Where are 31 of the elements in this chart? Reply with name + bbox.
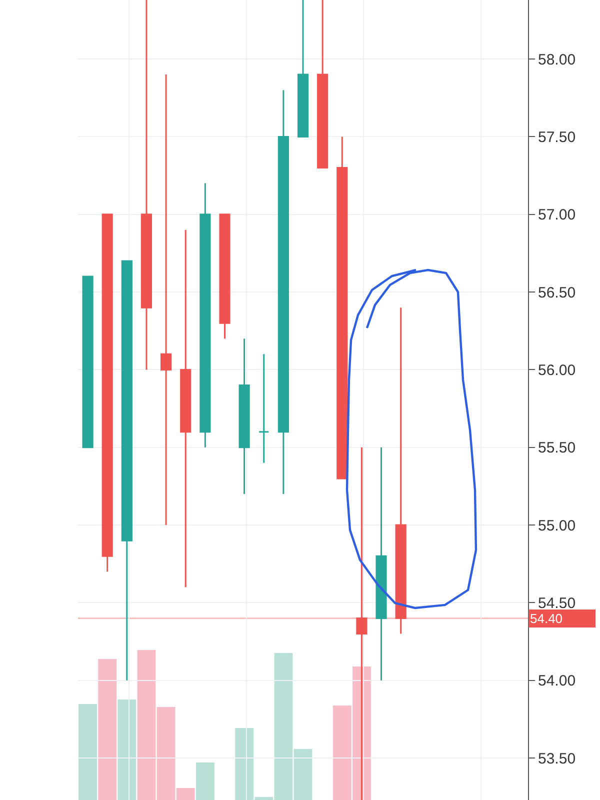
candlestick — [200, 182, 211, 448]
ref-line-label: 54.40 — [530, 611, 563, 626]
candlestick — [258, 353, 270, 464]
candlestick — [160, 74, 172, 526]
candlestick — [336, 136, 348, 480]
candlestick — [121, 260, 132, 682]
y-tick-label: 58.00 — [538, 51, 576, 68]
candlestick — [278, 89, 289, 495]
y-tick-label: 55.00 — [538, 517, 576, 534]
bar — [78, 704, 97, 800]
y-tick-label: 53.50 — [538, 750, 576, 768]
bar — [118, 700, 136, 800]
bar — [98, 659, 117, 800]
y-tick-label: 57.00 — [538, 206, 576, 224]
candlestick — [180, 229, 192, 588]
y-tick-label: 57.50 — [538, 128, 576, 146]
candlestick — [395, 306, 406, 635]
y-tick-label: 54.50 — [538, 594, 576, 612]
y-tick-label: 56.50 — [538, 284, 576, 302]
y-tick-label: 55.50 — [538, 440, 576, 457]
candlestick — [317, 0, 328, 169]
y-tick-label: 56.00 — [538, 362, 576, 379]
y-tick-label: 54.00 — [538, 672, 576, 690]
candlestick — [82, 276, 94, 448]
candlestick — [219, 214, 230, 340]
candlestick — [140, 0, 152, 370]
candlestick — [102, 214, 113, 572]
bar — [196, 762, 214, 800]
candlestick — [376, 446, 387, 682]
candlestick — [297, 0, 309, 138]
candlestick — [238, 338, 250, 495]
